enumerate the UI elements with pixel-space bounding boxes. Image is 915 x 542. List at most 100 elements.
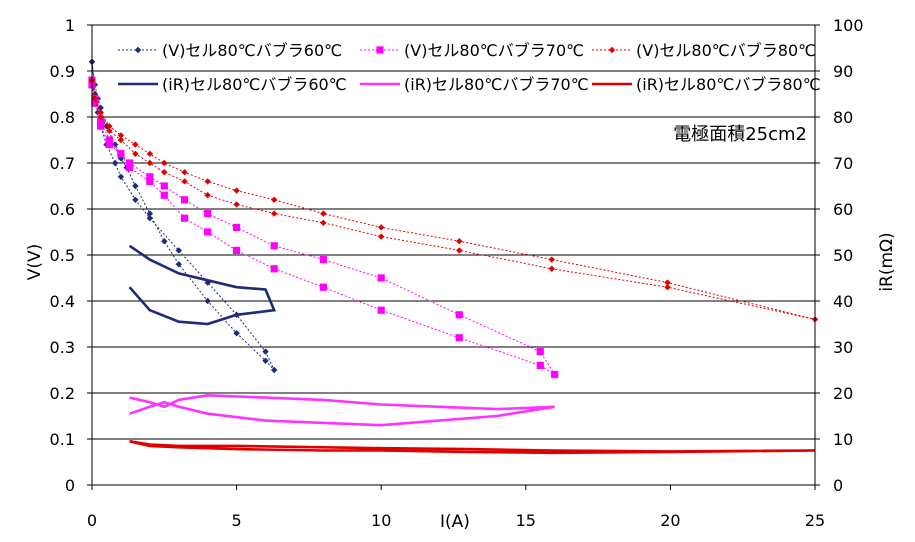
series-line [91, 80, 816, 320]
data-point [105, 141, 113, 149]
series-line [129, 440, 816, 455]
y-tick-label: 0.3 [50, 338, 75, 357]
y-tick-label: 0.8 [50, 108, 75, 127]
data-point [233, 246, 241, 254]
data-point [455, 334, 463, 342]
data-point [204, 192, 211, 199]
series [129, 440, 816, 455]
legend-item: (V)セル80℃バブラ60℃ [118, 41, 342, 60]
y2-tick-label: 50 [833, 246, 853, 265]
data-point [319, 256, 327, 264]
legend-label: (V)セル80℃バブラ70℃ [404, 41, 584, 60]
data-point [161, 159, 168, 167]
data-point [132, 141, 139, 148]
data-point [180, 214, 189, 222]
data-point [134, 46, 142, 54]
data-point [132, 196, 139, 203]
data-point [548, 265, 556, 272]
y2-tick-label: 90 [833, 62, 853, 81]
y2-tick-label: 10 [833, 430, 853, 449]
data-point [180, 196, 189, 204]
data-point [262, 357, 269, 364]
data-point [536, 348, 544, 356]
y2-tick-label: 40 [833, 292, 853, 311]
data-point [117, 173, 125, 180]
legend-label: (V)セル80℃バブラ60℃ [162, 41, 342, 60]
data-point [181, 169, 188, 176]
legend-item: (V)セル80℃バブラ80℃ [592, 41, 816, 60]
x-tick-label: 10 [371, 511, 391, 530]
y-tick-label: 0 [65, 476, 75, 495]
y-tick-label: 0.6 [50, 200, 75, 219]
data-point [204, 297, 211, 305]
data-point [146, 215, 154, 222]
y2-tick-label: 60 [833, 200, 853, 219]
data-point [132, 182, 139, 190]
data-point [106, 123, 113, 130]
data-point [160, 191, 168, 199]
plot-annotation: 電極面積25cm2 [673, 124, 807, 145]
data-point [270, 210, 278, 217]
data-point [664, 284, 671, 291]
y-tick-label: 0.5 [50, 246, 75, 265]
data-point [233, 330, 240, 337]
data-point [146, 210, 154, 217]
legend-item: (iR)セル80℃バブラ80℃ [592, 75, 821, 94]
series-line [91, 80, 556, 376]
data-point [233, 187, 240, 194]
data-point [455, 311, 463, 319]
series [128, 244, 277, 326]
legend-item: (V)セル80℃バブラ70℃ [360, 41, 584, 60]
data-point [233, 223, 241, 231]
data-point [125, 164, 134, 172]
x-axis-title: I(A) [440, 512, 470, 532]
data-point [91, 99, 99, 107]
data-point [204, 228, 212, 236]
y-tick-label: 0.2 [50, 384, 75, 403]
legend-layer: (V)セル80℃バブラ60℃ (V)セル80℃バブラ70℃ (V)セル80℃バブラ8… [118, 41, 821, 94]
data-point [117, 132, 125, 139]
y2-tick-label: 70 [833, 154, 853, 173]
data-point [456, 247, 463, 254]
x-tick-label: 25 [805, 511, 825, 530]
data-point [548, 256, 556, 263]
legend-label: (iR)セル80℃バブラ80℃ [636, 75, 821, 94]
series-layer [88, 58, 819, 455]
series [129, 393, 555, 427]
data-point [111, 159, 119, 167]
data-point [91, 95, 99, 102]
data-point [175, 247, 182, 254]
data-point [161, 169, 168, 176]
x-tick-label: 5 [232, 511, 242, 530]
data-point [377, 306, 385, 314]
data-point [97, 122, 105, 130]
data-point [270, 242, 278, 250]
data-point [146, 159, 154, 167]
y-tick-label: 0.4 [50, 292, 75, 311]
legend-item: (iR)セル80℃バブラ60℃ [118, 75, 347, 94]
data-point [97, 109, 104, 116]
data-point [378, 224, 385, 231]
data-point [608, 46, 616, 54]
y-axis-title: V(V) [25, 244, 45, 281]
data-point [181, 178, 188, 185]
data-point [160, 182, 168, 190]
y-tick-label: 0.1 [50, 430, 75, 449]
series-line [128, 244, 277, 326]
y-tick-label: 0.7 [50, 154, 75, 173]
y2-tick-label: 100 [833, 16, 864, 35]
data-point [106, 127, 113, 134]
data-point [262, 348, 269, 355]
data-point [204, 210, 212, 218]
data-point [97, 113, 104, 121]
x-tick-label: 20 [660, 511, 680, 530]
data-point [270, 196, 278, 203]
data-point [111, 141, 119, 148]
y2-tick-label: 0 [833, 476, 843, 495]
data-point [270, 265, 278, 273]
data-point [117, 150, 125, 158]
data-point [378, 233, 385, 240]
data-point [376, 46, 384, 54]
y2-tick-label: 20 [833, 384, 853, 403]
